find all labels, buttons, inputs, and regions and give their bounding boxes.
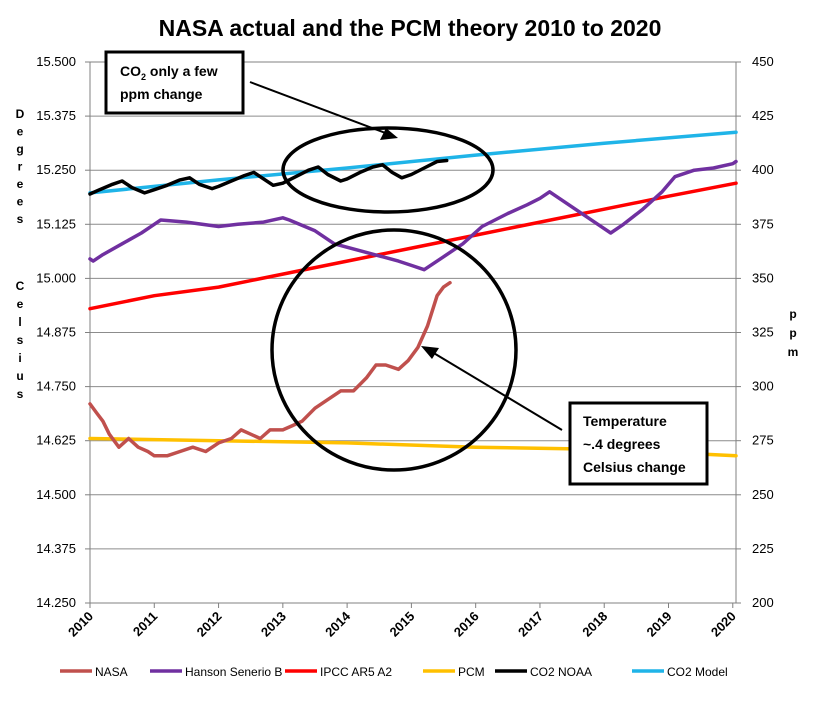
annotation-temperature: Temperature ~.4 degrees Celsius change — [270, 228, 709, 486]
right-tick-label: 300 — [752, 379, 774, 394]
x-tick-label: 2016 — [451, 609, 482, 640]
gridlines — [90, 61, 736, 604]
left-tick-label: 14.875 — [36, 325, 76, 340]
co2-note-box — [104, 50, 245, 115]
temperature-note-line2: ~.4 degrees — [583, 436, 661, 452]
legend-label-co2-model: CO2 Model — [667, 665, 728, 679]
x-tick-label: 2017 — [515, 609, 546, 640]
left-tick-label: 15.375 — [36, 108, 76, 123]
series-line-ipcc-ar5-a2 — [88, 181, 738, 311]
series-line-hanson-senerio-b — [88, 159, 738, 272]
right-tick-label: 400 — [752, 162, 774, 177]
temperature-note-line1: Temperature — [583, 413, 667, 429]
left-tick-label: 14.750 — [36, 379, 76, 394]
left-tick-label: 15.000 — [36, 270, 76, 285]
right-tick-label: 425 — [752, 108, 774, 123]
temperature-note-box — [568, 401, 709, 486]
left-tick-label: 14.625 — [36, 433, 76, 448]
x-tick-label: 2018 — [579, 609, 610, 640]
right-tick-label: 275 — [752, 433, 774, 448]
temperature-circle — [270, 228, 518, 472]
legend-label-hanson-senerio-b: Hanson Senerio B — [185, 665, 282, 679]
right-tick-label: 350 — [752, 270, 774, 285]
left-tick-label: 14.250 — [36, 595, 76, 610]
annotation-co2: CO2 only a few ppm change — [104, 50, 495, 214]
temperature-arrow — [431, 351, 563, 431]
co2-note-line2: ppm change — [120, 86, 203, 102]
left-tick-label: 15.125 — [36, 216, 76, 231]
left-tick-label: 14.375 — [36, 541, 76, 556]
co2-arrow — [249, 81, 389, 135]
right-tick-label: 200 — [752, 595, 774, 610]
x-tick-label: 2010 — [65, 609, 96, 640]
right-tick-label: 375 — [752, 216, 774, 231]
legend: NASA Hanson Senerio B IPCC AR5 A2 PCM CO2 NO… — [60, 665, 728, 679]
co2-circle — [281, 126, 495, 214]
series-layer — [88, 130, 738, 458]
left-tick-label: 14.500 — [36, 487, 76, 502]
temperature-arrowhead — [421, 346, 439, 359]
legend-label-ipcc-ar5-a2: IPCC AR5 A2 — [320, 665, 392, 679]
x-tick-label: 2012 — [194, 609, 225, 640]
right-axis: 200 225 250 275 300 325 350 375 400 425 450 — [736, 54, 774, 610]
left-tick-label: 15.500 — [36, 54, 76, 69]
x-tick-label: 2011 — [130, 609, 161, 640]
right-tick-label: 325 — [752, 325, 774, 340]
left-axis: 14.250 14.375 14.500 14.625 14.750 14.875 15.0… — [36, 54, 90, 610]
legend-label-co2-noaa: CO2 NOAA — [530, 665, 592, 679]
chart-title: NASA actual and the PCM theory 2010 to 2… — [159, 15, 662, 41]
x-tick-label: 2019 — [644, 609, 675, 640]
co2-note-line1: CO2 only a few — [120, 63, 218, 82]
right-tick-label: 225 — [752, 541, 774, 556]
x-axis: 2010 2011 2012 2013 2014 2015 2016 2017 2018 2019… — [65, 603, 739, 640]
series-line-nasa — [88, 280, 452, 458]
temperature-note-line3: Celsius change — [583, 459, 686, 475]
x-tick-label: 2014 — [322, 608, 354, 640]
x-tick-label: 2013 — [258, 609, 289, 640]
right-tick-label: 450 — [752, 54, 774, 69]
series-line-co2-model — [88, 130, 738, 195]
right-tick-label: 250 — [752, 487, 774, 502]
left-tick-label: 15.250 — [36, 162, 76, 177]
co2-arrowhead — [380, 128, 398, 140]
legend-label-nasa: NASA — [95, 665, 128, 679]
series-line-co2-noaa — [88, 158, 449, 196]
x-tick-label: 2015 — [386, 609, 417, 640]
legend-label-pcm: PCM — [458, 665, 485, 679]
x-tick-label: 2020 — [708, 609, 739, 640]
